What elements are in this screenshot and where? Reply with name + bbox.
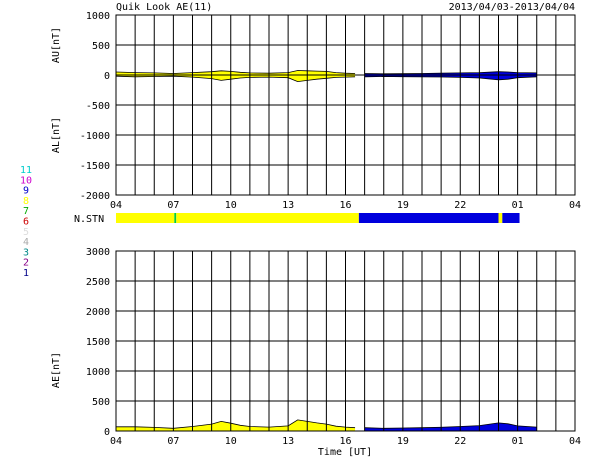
au-axis-label: AU[nT] — [51, 27, 62, 63]
au-al-xtick-label: 07 — [167, 200, 179, 211]
ae-series-0-high — [116, 419, 356, 431]
station-legend-item: 8 — [23, 196, 29, 207]
ae-xtick-label: 01 — [512, 436, 524, 447]
station-legend-item: 4 — [23, 237, 29, 248]
ae-xtick-label: 07 — [167, 436, 179, 447]
ae-xtick-label: 16 — [339, 436, 351, 447]
station-segment — [498, 213, 503, 223]
ae-ytick-label: 0 — [104, 427, 110, 438]
al-axis-label: AL[nT] — [51, 117, 62, 153]
au-al-ytick-label: -1500 — [80, 161, 110, 172]
ae-ytick-label: 500 — [92, 397, 110, 408]
au-al-frame — [115, 14, 576, 196]
ae-xtick-label: 13 — [282, 436, 294, 447]
ae-xtick-label: 04 — [569, 436, 581, 447]
station-legend-item: 10 — [20, 175, 32, 186]
ae-ytick-label: 1500 — [86, 337, 110, 348]
station-legend-item: 11 — [20, 165, 32, 176]
station-legend-item: 6 — [23, 217, 29, 228]
chart-title: Quik Look AE(11) — [116, 2, 212, 13]
au-al-xtick-label: 13 — [282, 200, 294, 211]
ae-xtick-label: 22 — [454, 436, 466, 447]
station-legend-item: 1 — [23, 268, 29, 279]
au-al-ytick-label: 1000 — [86, 11, 110, 22]
station-segment — [174, 213, 177, 223]
au-al-xtick-label: 10 — [225, 200, 237, 211]
station-segment — [116, 213, 175, 223]
au-al-xtick-label: 22 — [454, 200, 466, 211]
ae-ytick-label: 1000 — [86, 367, 110, 378]
au-al-ytick-label: -500 — [86, 101, 110, 112]
station-count-bar — [116, 213, 520, 223]
au-al-xtick-label: 01 — [512, 200, 524, 211]
station-segment — [176, 213, 359, 223]
station-bar-label: N.STN — [74, 214, 104, 225]
au-al-ytick-label: 0 — [104, 71, 110, 82]
x-axis-label: Time [UT] — [318, 447, 372, 458]
au-al-ytick-label: -2000 — [80, 191, 110, 202]
au-al-xtick-label: 19 — [397, 200, 409, 211]
au-al-ytick-label: 500 — [92, 41, 110, 52]
ae-xtick-label: 19 — [397, 436, 409, 447]
station-legend-item: 7 — [23, 206, 29, 217]
au-al-series-0-high — [116, 70, 356, 75]
station-segment — [502, 213, 520, 223]
ae-axis-label: AE[nT] — [51, 352, 62, 388]
ae-ytick-label: 2500 — [86, 277, 110, 288]
ae-xtick-label: 10 — [225, 436, 237, 447]
station-legend-item: 2 — [23, 258, 29, 269]
au-al-ytick-label: -1000 — [80, 131, 110, 142]
ae-xtick-label: 04 — [110, 436, 122, 447]
au-al-xtick-label: 04 — [569, 200, 581, 211]
station-legend-item: 3 — [23, 247, 29, 258]
date-range: 2013/04/03-2013/04/04 — [449, 2, 575, 13]
au-al-series-1-low — [364, 75, 537, 80]
au-al-xtick-label: 04 — [110, 200, 122, 211]
ae-ytick-label: 2000 — [86, 307, 110, 318]
ae-ytick-label: 3000 — [86, 247, 110, 258]
ae-frame — [115, 250, 576, 432]
station-segment — [358, 213, 499, 223]
au-al-xtick-label: 16 — [339, 200, 351, 211]
station-legend-item: 9 — [23, 186, 29, 197]
station-legend-item: 5 — [23, 227, 29, 238]
